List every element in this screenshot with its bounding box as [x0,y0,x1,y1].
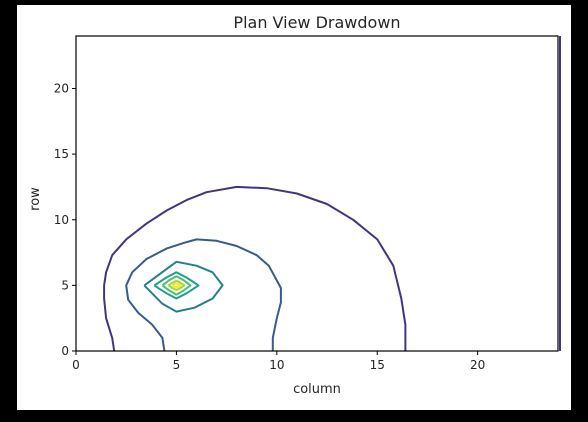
chart-title: Plan View Drawdown [233,13,400,32]
y-axis-label: row [28,187,43,211]
x-tick-label: 15 [370,358,385,372]
x-tick-label: 0 [72,358,80,372]
y-tick-label: 10 [54,213,69,227]
contour-chart: Plan View Drawdown 0 5 10 15 20 0 5 10 15 20 col… [28,13,561,397]
x-tick-label: 10 [269,358,284,372]
contour-line-1-1 [103,185,407,352]
y-tick-label: 0 [61,344,69,358]
y-tick-label: 20 [54,82,69,96]
y-tick-label: 15 [54,147,69,161]
contour-line-5-1 [161,275,192,296]
contour-line-3-1 [143,260,224,313]
x-tick-label: 20 [470,358,485,372]
contour-line-4-1 [153,271,200,300]
x-tick-label: 5 [173,358,181,372]
x-axis-label: column [293,382,341,397]
plot-area [103,36,561,352]
contour-line-7-1 [171,282,182,289]
x-axis: 0 5 10 15 20 [72,351,485,372]
figure: Plan View Drawdown 0 5 10 15 20 0 5 10 15 20 col… [17,5,571,410]
y-tick-label: 5 [61,278,69,292]
y-axis: 0 5 10 15 20 [54,82,76,358]
contour-line-2-1 [125,238,282,352]
contour-line-6-1 [167,279,186,291]
axes-frame [75,35,559,352]
